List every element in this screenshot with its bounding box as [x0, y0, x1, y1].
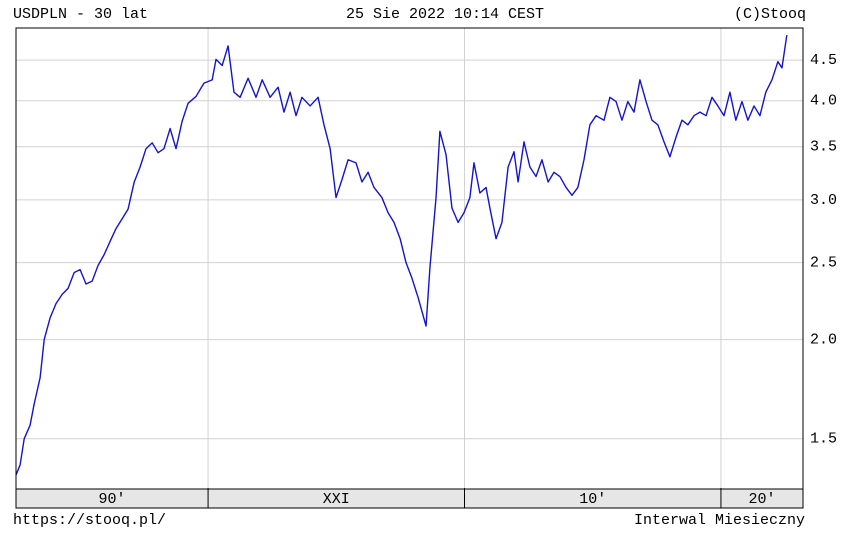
decade-strip — [15, 488, 804, 509]
chart-date: 25 Sie 2022 10:14 CEST — [346, 6, 544, 23]
y-tick-label: 3.0 — [810, 192, 837, 209]
plot-frame — [15, 27, 804, 509]
x-tick-label: 20' — [748, 491, 775, 508]
y-tick-label: 2.5 — [810, 255, 837, 272]
x-tick-label: 90' — [99, 491, 126, 508]
y-tick-label: 4.0 — [810, 93, 837, 110]
interval-label: Interwal Miesieczny — [634, 512, 805, 529]
y-tick-label: 4.5 — [810, 52, 837, 69]
price-line — [15, 34, 788, 476]
x-tick-label: 10' — [579, 491, 606, 508]
x-tick-label: XXI — [323, 491, 350, 508]
y-tick-label: 2.0 — [810, 332, 837, 349]
source-url[interactable]: https://stooq.pl/ — [13, 512, 166, 529]
y-tick-label: 3.5 — [810, 139, 837, 156]
chart-source: (C)Stooq — [734, 6, 806, 23]
chart-title: USDPLN - 30 lat — [13, 6, 148, 23]
plot-area — [15, 28, 803, 488]
y-tick-label: 1.5 — [810, 431, 837, 448]
